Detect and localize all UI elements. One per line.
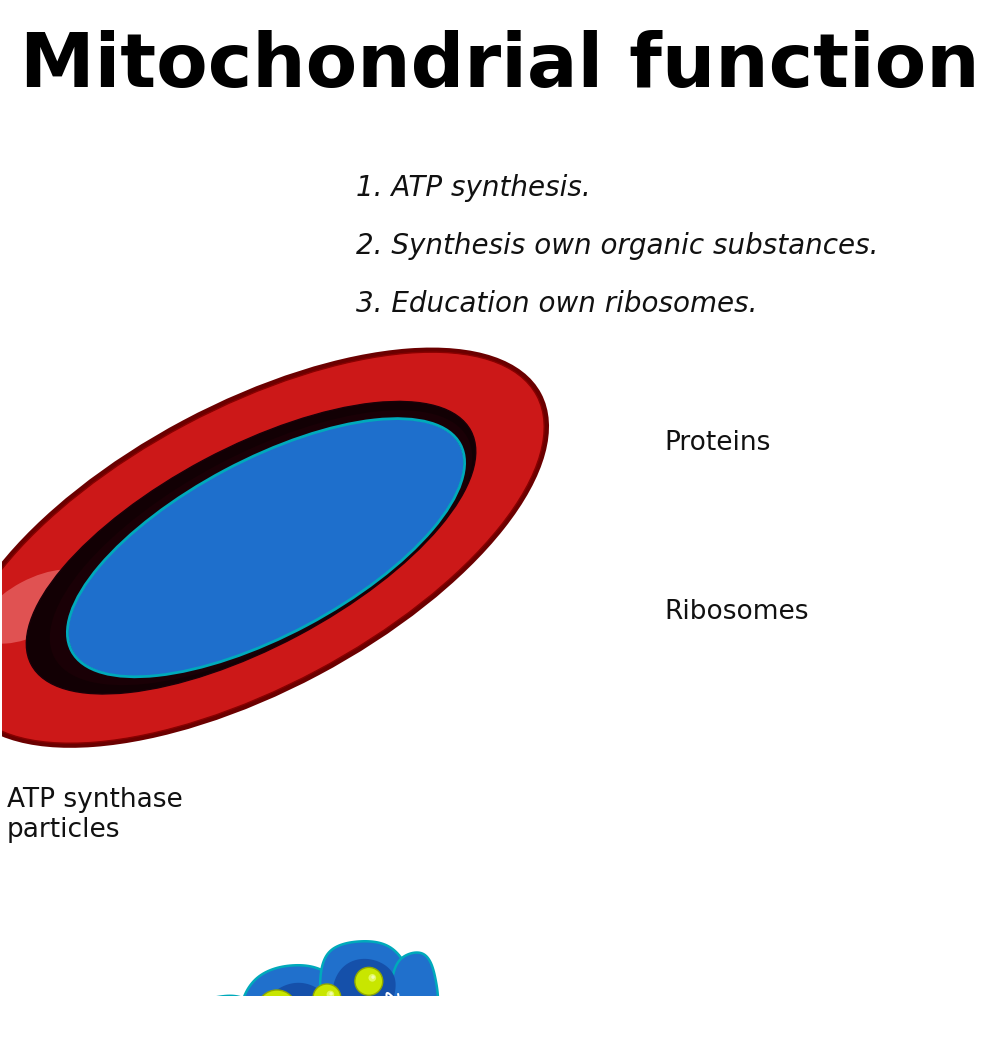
Ellipse shape [303,1034,307,1037]
Ellipse shape [330,432,392,547]
Polygon shape [372,953,438,1045]
Ellipse shape [327,991,334,998]
Ellipse shape [26,399,476,697]
Text: Mitochondrial function: Mitochondrial function [20,30,980,102]
Ellipse shape [274,1040,281,1046]
Polygon shape [43,1049,203,1056]
Ellipse shape [142,513,179,539]
Ellipse shape [423,1018,429,1024]
Ellipse shape [368,974,376,982]
Ellipse shape [279,1049,286,1056]
Ellipse shape [0,369,521,728]
Ellipse shape [132,538,195,652]
Ellipse shape [300,1032,309,1040]
Ellipse shape [50,410,472,685]
Text: Ribosomes: Ribosomes [664,600,809,625]
Ellipse shape [308,444,370,559]
Text: VectorStock.com/10944477: VectorStock.com/10944477 [733,1017,982,1035]
Ellipse shape [300,459,318,472]
Text: 2. Synthesis own organic substances.: 2. Synthesis own organic substances. [356,232,878,260]
Ellipse shape [257,989,297,1030]
Ellipse shape [264,467,326,582]
Ellipse shape [220,490,282,605]
Ellipse shape [170,1055,198,1056]
Polygon shape [258,983,331,1056]
Ellipse shape [276,999,287,1011]
Ellipse shape [355,967,383,995]
Ellipse shape [60,544,123,586]
Polygon shape [320,941,414,1053]
Ellipse shape [329,992,333,996]
Polygon shape [241,965,348,1056]
Ellipse shape [371,976,375,979]
Ellipse shape [221,486,248,504]
Polygon shape [181,1021,256,1056]
Ellipse shape [0,381,503,715]
Ellipse shape [154,526,217,640]
Ellipse shape [176,514,238,628]
Ellipse shape [68,419,464,676]
Ellipse shape [313,984,341,1012]
Text: VectorStock®: VectorStock® [18,1017,143,1035]
Ellipse shape [286,1025,316,1055]
Ellipse shape [198,502,260,617]
Ellipse shape [101,527,147,558]
Ellipse shape [242,478,304,593]
Polygon shape [172,996,273,1056]
Ellipse shape [182,499,213,522]
Ellipse shape [257,1050,264,1056]
Ellipse shape [26,401,476,694]
Polygon shape [333,959,396,1024]
Ellipse shape [0,356,540,740]
Ellipse shape [395,1004,442,1052]
Text: 3. Education own ribosomes.: 3. Education own ribosomes. [356,289,757,318]
Ellipse shape [0,347,549,748]
Ellipse shape [0,569,89,643]
Ellipse shape [270,1053,277,1056]
Ellipse shape [265,1044,272,1052]
Ellipse shape [0,352,544,743]
Ellipse shape [286,455,348,570]
Ellipse shape [338,446,355,457]
Ellipse shape [260,472,283,488]
Ellipse shape [280,1001,285,1006]
Ellipse shape [418,1016,431,1029]
Text: 1. ATP synthesis.: 1. ATP synthesis. [356,174,590,203]
Text: Proteins: Proteins [664,430,771,456]
Text: ATP synthase
particles: ATP synthase particles [7,787,183,843]
